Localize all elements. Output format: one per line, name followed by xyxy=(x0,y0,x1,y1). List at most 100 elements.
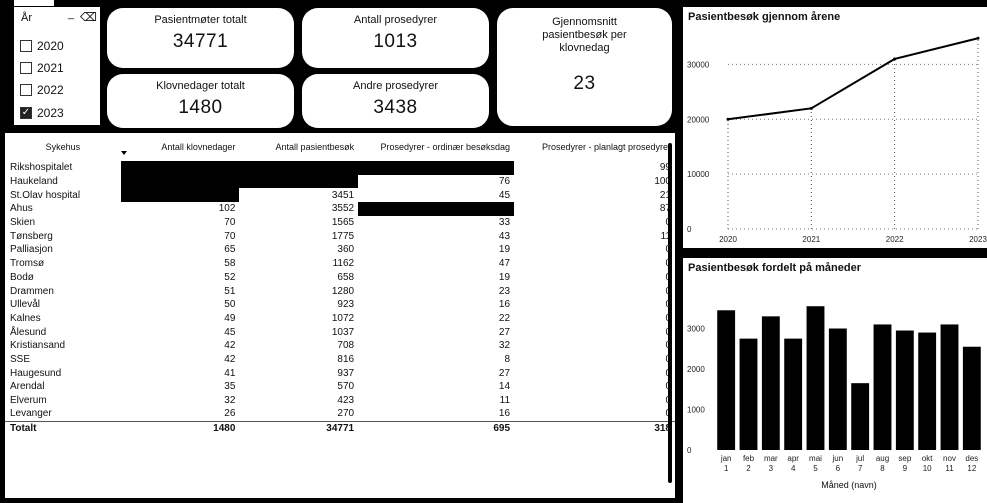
year-label: 2022 xyxy=(37,83,64,97)
total-cell: 695 xyxy=(358,420,515,435)
table-row[interactable]: Arendal 35 570 140 xyxy=(5,380,675,394)
x-tick-number: 9 xyxy=(903,464,908,473)
kpi-label: Antall prosedyrer xyxy=(353,14,438,26)
table-row[interactable]: Haukeland 76 100 xyxy=(5,174,675,189)
table-row[interactable]: Kristiansand 42 708 320 xyxy=(5,339,675,353)
value-cell: 87 xyxy=(659,203,671,215)
table-row[interactable]: Ålesund 45 1037 270 xyxy=(5,325,675,339)
value-cell: 0 xyxy=(514,298,675,312)
table-scrollbar[interactable] xyxy=(668,143,672,483)
x-tick-number: 7 xyxy=(858,464,863,473)
year-option-2020[interactable]: 2020 xyxy=(20,37,64,55)
value-cell: 65 xyxy=(224,244,236,256)
value-cell: 11 xyxy=(499,395,511,407)
year-option-2023[interactable]: ✓ 2023 xyxy=(20,104,64,122)
y-tick-label: 0 xyxy=(687,225,692,234)
value-cell: 0 xyxy=(514,271,675,285)
x-tick-number: 11 xyxy=(945,464,954,473)
bar-chart-title: Pasientbesøk fordelt på måneder xyxy=(688,262,861,274)
table-row[interactable]: Elverum 32 423 110 xyxy=(5,394,675,408)
checkbox[interactable] xyxy=(20,62,32,74)
value-cell: 16 xyxy=(498,408,511,420)
kpi-prosedyrer-card: Antall prosedyrer 1013 xyxy=(302,8,489,68)
table-row[interactable]: Bodø 52 658 190 xyxy=(5,271,675,285)
value-cell: 923 xyxy=(337,299,355,311)
hospital-name-cell: Ålesund xyxy=(10,326,47,338)
line-chart: 0 10000 20000 30000 2020 2021 2022 2023 xyxy=(687,36,987,244)
table-row[interactable]: Palliasjon 65 360 190 xyxy=(5,243,675,257)
col-header-ordinaer[interactable]: Prosedyrer - ordinær besøksdag xyxy=(380,142,511,152)
value-cell: 49 xyxy=(224,312,236,324)
x-tick-label: mar xyxy=(764,454,778,463)
hospital-table: Sykehus Antall klovnedager Antall pasien… xyxy=(5,133,675,498)
x-tick-number: 5 xyxy=(813,464,818,473)
hospital-name-cell: Skien xyxy=(10,217,36,229)
col-header-pasientbesok[interactable]: Antall pasientbesøk xyxy=(275,142,355,152)
table-row[interactable]: Drammen 51 1280 230 xyxy=(5,284,675,298)
table-row[interactable]: Tromsø 58 1162 470 xyxy=(5,257,675,271)
value-cell: 658 xyxy=(337,271,355,283)
bar-aug xyxy=(873,324,892,450)
bar-jan xyxy=(717,310,736,450)
table-row[interactable]: Tønsberg 70 1775 43 11 xyxy=(5,229,675,243)
col-header-klovnedager[interactable]: Antall klovnedager xyxy=(161,142,236,152)
data-point xyxy=(726,117,730,121)
value-cell: 100 xyxy=(654,176,671,188)
table-row[interactable]: Levanger 26 270 160 xyxy=(5,407,675,421)
table-row[interactable]: Haugesund 41 937 270 xyxy=(5,366,675,380)
checkbox[interactable] xyxy=(20,40,32,52)
table-row[interactable]: Skien 70 1565 330 xyxy=(5,216,675,230)
table-row[interactable]: Kalnes 49 1072 220 xyxy=(5,312,675,326)
slicer-collapse-icon[interactable]: _ xyxy=(68,8,75,20)
value-cell: 50 xyxy=(224,299,236,311)
kpi-andre-card: Andre prosedyrer 3438 xyxy=(302,74,489,128)
year-option-2022[interactable]: 2022 xyxy=(20,81,64,99)
value-cell: 42 xyxy=(224,340,236,352)
sort-desc-icon[interactable] xyxy=(121,151,127,155)
value-cell: 1565 xyxy=(331,217,355,229)
x-tick-label: okt xyxy=(922,454,933,463)
x-tick-label: jul xyxy=(855,454,864,463)
col-header-planlagt[interactable]: Prosedyrer - planlagt prosedyrer xyxy=(541,142,671,152)
table-row[interactable]: St.Olav hospital 3451 45 21 xyxy=(5,188,675,203)
hospital-name-cell: Elverum xyxy=(10,395,47,407)
value-cell: 3552 xyxy=(331,203,355,215)
value-cell: 102 xyxy=(218,203,236,215)
hospital-name-cell: Bodø xyxy=(10,271,34,283)
table-row[interactable]: Ullevål 50 923 160 xyxy=(5,298,675,312)
x-tick-label: jun xyxy=(831,454,843,463)
bar-jun xyxy=(828,328,847,450)
hospital-name-cell: Haukeland xyxy=(10,176,58,188)
y-tick-label: 10000 xyxy=(687,170,710,179)
year-option-2021[interactable]: 2021 xyxy=(20,59,64,77)
kpi-value: 23 xyxy=(573,73,596,94)
table-row[interactable]: Ahus 102 3552 87 xyxy=(5,202,675,216)
checkbox-checked[interactable]: ✓ xyxy=(20,107,32,119)
x-tick-label: 2022 xyxy=(886,235,904,244)
hospital-name-cell: Ullevål xyxy=(10,299,41,311)
value-cell: 22 xyxy=(498,312,511,324)
y-tick-label: 1000 xyxy=(687,406,705,415)
hospital-name-cell: Palliasjon xyxy=(10,244,53,256)
value-cell xyxy=(120,161,240,175)
value-cell: 32 xyxy=(498,340,511,352)
table-row[interactable]: Rikshospitalet 99 xyxy=(5,161,675,175)
bar-apr xyxy=(784,338,803,450)
checkbox[interactable] xyxy=(20,84,32,96)
value-cell: 1072 xyxy=(331,312,355,324)
eraser-icon[interactable]: ⌫ xyxy=(80,10,97,24)
col-header-sykehus[interactable]: Sykehus xyxy=(45,142,81,152)
y-tick-label: 3000 xyxy=(687,325,705,334)
value-cell: 52 xyxy=(224,271,236,283)
value-cell: 816 xyxy=(337,353,355,365)
hospital-name-cell: SSE xyxy=(10,353,31,365)
x-tick-label: 2023 xyxy=(969,235,987,244)
data-point xyxy=(809,106,813,110)
value-cell: 0 xyxy=(514,243,675,257)
value-cell: 76 xyxy=(498,176,511,188)
data-point xyxy=(976,36,980,40)
value-cell: 1280 xyxy=(331,285,355,297)
x-tick-number: 3 xyxy=(769,464,774,473)
y-tick-label: 20000 xyxy=(687,115,710,124)
table-row[interactable]: SSE 42 816 80 xyxy=(5,353,675,367)
